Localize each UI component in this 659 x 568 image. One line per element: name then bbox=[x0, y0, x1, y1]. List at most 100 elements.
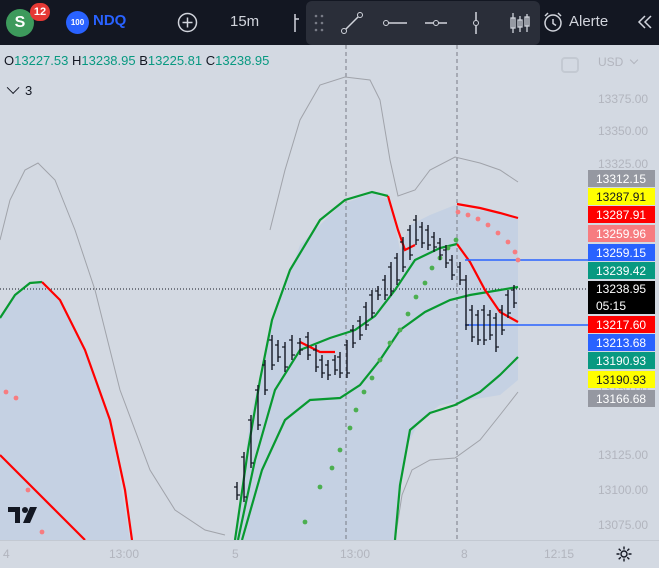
indicators-toggle[interactable]: 3 bbox=[6, 81, 33, 98]
vertical-line-icon[interactable] bbox=[471, 11, 481, 35]
price-tag: 13190.93 bbox=[588, 371, 655, 388]
sar-dot-green bbox=[329, 465, 335, 471]
ohlc-close-label: C bbox=[205, 53, 216, 68]
indicators-count: 3 bbox=[25, 83, 33, 98]
ohlc-high-label: H bbox=[71, 53, 82, 68]
green-band-bottom bbox=[393, 356, 519, 540]
sar-dot-red bbox=[512, 249, 518, 255]
chart-type-icon[interactable] bbox=[290, 13, 300, 33]
sar-dot-red bbox=[505, 239, 511, 245]
add-symbol-icon[interactable] bbox=[177, 12, 198, 33]
sar-dot-green bbox=[387, 340, 393, 346]
red-band-upper-right bbox=[456, 202, 519, 220]
sar-dot-green bbox=[377, 357, 383, 363]
band-fill-main bbox=[235, 193, 518, 540]
sar-dot-green bbox=[369, 375, 375, 381]
sar-dot-green bbox=[353, 407, 359, 413]
horizontal-ray-icon[interactable] bbox=[382, 11, 408, 35]
sar-dot-green bbox=[337, 447, 343, 453]
green-band-mid bbox=[236, 242, 458, 540]
tradingview-logo-icon bbox=[8, 505, 44, 531]
price-tag: 13312.15 bbox=[588, 170, 655, 187]
sar-dot-green bbox=[317, 484, 323, 490]
alert-clock-icon[interactable] bbox=[542, 11, 564, 33]
sar-dot-red bbox=[485, 222, 491, 228]
interval-button[interactable]: 15m bbox=[230, 13, 260, 30]
horizontal-line-icon[interactable] bbox=[424, 11, 450, 35]
price-tag: 13166.68 bbox=[588, 390, 655, 407]
time-tick: 8 bbox=[461, 547, 468, 561]
red-band-left bbox=[0, 454, 86, 540]
price-chart[interactable] bbox=[0, 45, 588, 540]
symbol-name[interactable]: NDQ bbox=[93, 12, 127, 29]
ohlc-low-value: 13225.81 bbox=[147, 53, 203, 68]
time-tick: 13:00 bbox=[109, 547, 140, 561]
sar-dot-red bbox=[495, 230, 501, 236]
red-band-segment bbox=[299, 341, 335, 354]
red-band-left-2 bbox=[41, 281, 134, 540]
avatar[interactable]: S bbox=[6, 9, 34, 37]
price-tick: 13125.00 bbox=[598, 448, 649, 462]
sar-dot-red bbox=[3, 389, 9, 395]
outer-band-lower bbox=[394, 391, 519, 540]
candles-icon[interactable] bbox=[508, 11, 532, 35]
symbol-logo: 100 bbox=[66, 11, 89, 34]
time-tick: 13:00 bbox=[340, 547, 371, 561]
price-tag: 13287.91 bbox=[588, 188, 655, 205]
time-tick: 12:15 bbox=[544, 547, 575, 561]
sar-dot-red bbox=[515, 257, 521, 263]
price-tag: 13213.68 bbox=[588, 334, 655, 351]
sar-dot-green bbox=[361, 389, 367, 395]
price-tag: 13259.15 bbox=[588, 244, 655, 261]
sar-dot-green bbox=[453, 237, 459, 243]
settings-gear-icon[interactable] bbox=[615, 545, 633, 568]
price-tag: 13217.60 bbox=[588, 316, 655, 333]
sar-dot-red bbox=[475, 216, 481, 222]
sar-dot-red bbox=[465, 212, 471, 218]
band-fill-left bbox=[0, 282, 130, 540]
ohlc-legend: O13227.53 H13238.95 B13225.81 C13238.95 bbox=[4, 53, 269, 68]
ohlc-close-value: 13238.95 bbox=[215, 53, 270, 68]
price-tick: 13350.00 bbox=[598, 124, 649, 138]
drawing-toolbar bbox=[306, 1, 540, 45]
time-tick: 4 bbox=[3, 547, 10, 561]
sar-dot-green bbox=[429, 265, 435, 271]
price-tag: 13190.93 bbox=[588, 352, 655, 369]
sar-dot-red bbox=[455, 209, 461, 215]
sar-dot-green bbox=[347, 425, 353, 431]
red-band-mid-right bbox=[456, 243, 519, 323]
sar-dot-green bbox=[405, 311, 411, 317]
sar-dot-red bbox=[39, 529, 45, 535]
currency-chevron-icon bbox=[629, 55, 638, 65]
price-tag: 13287.91 bbox=[588, 206, 655, 223]
green-band-upper bbox=[233, 190, 389, 540]
notification-badge: 12 bbox=[30, 3, 50, 21]
price-tick: 13325.00 bbox=[598, 157, 649, 171]
ohlc-open-label: O bbox=[4, 53, 15, 68]
sar-dot-green bbox=[397, 327, 403, 333]
price-tick: 13100.00 bbox=[598, 483, 649, 497]
time-axis[interactable] bbox=[0, 540, 659, 568]
collapse-panel-icon[interactable] bbox=[636, 13, 654, 31]
sar-dot-red bbox=[25, 487, 31, 493]
green-band-left bbox=[0, 280, 43, 319]
price-tick: 13375.00 bbox=[598, 92, 649, 106]
drag-handle-icon[interactable] bbox=[314, 14, 324, 32]
trend-line-icon[interactable] bbox=[340, 11, 364, 35]
sar-dot-green bbox=[302, 519, 308, 525]
outer-band-upper bbox=[0, 162, 226, 536]
currency-select[interactable]: USD bbox=[598, 55, 638, 69]
ohlc-low-label: B bbox=[139, 53, 148, 68]
sar-dot-red bbox=[13, 395, 19, 401]
screenshot-icon[interactable] bbox=[561, 57, 579, 73]
top-toolbar: S 12 100 NDQ 15m Alerte bbox=[0, 0, 659, 45]
ohlc-high-value: 13238.95 bbox=[81, 53, 136, 68]
currency-label: USD bbox=[598, 55, 624, 69]
price-tag: 13259.96 bbox=[588, 225, 655, 242]
alert-button[interactable]: Alerte bbox=[569, 13, 609, 30]
sar-dot-green bbox=[422, 280, 428, 286]
price-tag: 13239.42 bbox=[588, 262, 655, 279]
ohlc-open-value: 13227.53 bbox=[14, 53, 69, 68]
price-tag: 13238.95 bbox=[588, 281, 655, 297]
sar-dot-green bbox=[445, 245, 451, 251]
